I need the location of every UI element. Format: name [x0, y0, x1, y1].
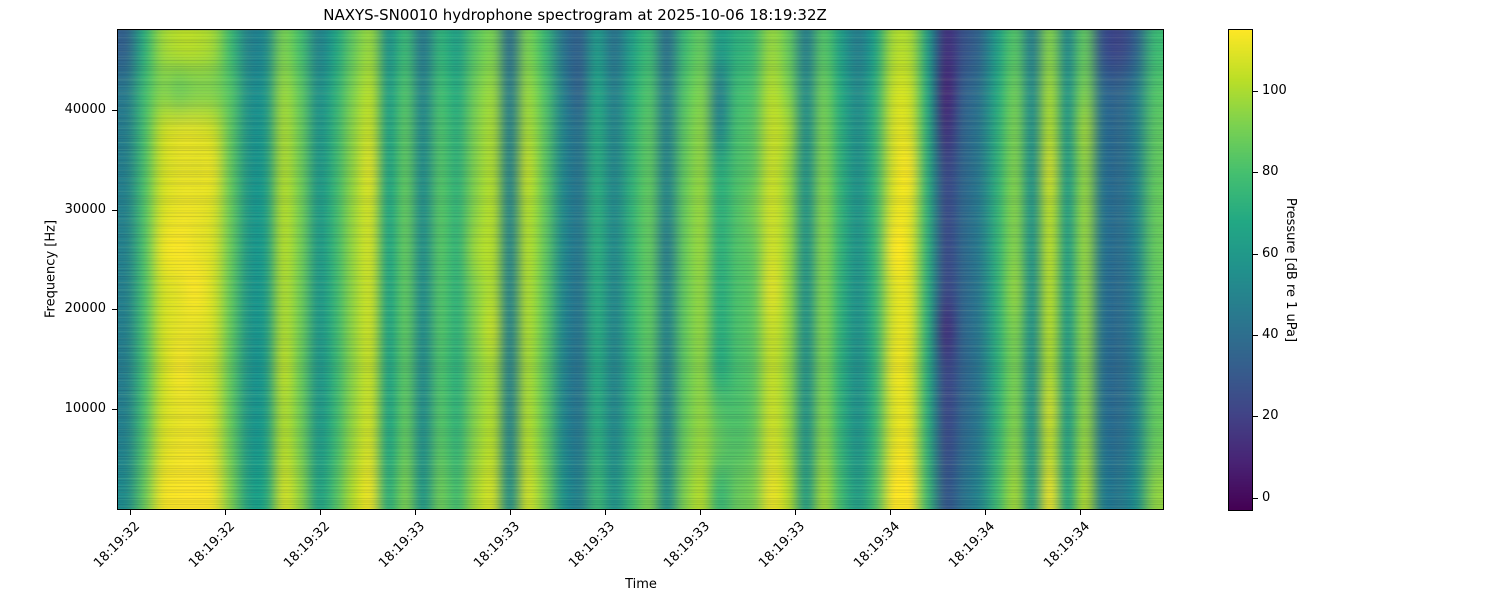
colorbar-tick-mark — [1253, 416, 1258, 417]
y-tick-mark — [112, 409, 117, 410]
x-axis-label: Time — [625, 577, 657, 592]
x-tick-mark — [890, 510, 891, 515]
x-tick-mark — [795, 510, 796, 515]
x-tick-mark — [605, 510, 606, 515]
colorbar-tick-label: 0 — [1262, 490, 1271, 505]
colorbar-tick-mark — [1253, 91, 1258, 92]
colorbar-tick-label: 40 — [1262, 327, 1279, 342]
x-tick-mark — [510, 510, 511, 515]
x-tick-label: 18:19:32 — [90, 519, 143, 571]
colorbar-tick-mark — [1253, 498, 1258, 499]
x-tick-mark — [985, 510, 986, 515]
x-tick-label: 18:19:32 — [280, 519, 333, 571]
y-tick-mark — [112, 309, 117, 310]
y-tick-label: 30000 — [64, 202, 106, 217]
x-tick-label: 18:19:34 — [850, 519, 903, 571]
colorbar-tick-mark — [1253, 335, 1258, 336]
colorbar — [1228, 29, 1253, 511]
x-tick-label: 18:19:33 — [470, 519, 523, 571]
plot-area — [117, 29, 1164, 510]
x-tick-label: 18:19:34 — [1040, 519, 1093, 571]
x-tick-mark — [225, 510, 226, 515]
x-tick-label: 18:19:33 — [660, 519, 713, 571]
chart-title: NAXYS-SN0010 hydrophone spectrogram at 2… — [323, 6, 827, 24]
colorbar-tick-label: 60 — [1262, 246, 1279, 261]
y-tick-label: 10000 — [64, 401, 106, 416]
x-tick-label: 18:19:34 — [945, 519, 998, 571]
y-tick-label: 40000 — [64, 102, 106, 117]
x-tick-label: 18:19:32 — [185, 519, 238, 571]
x-tick-label: 18:19:33 — [755, 519, 808, 571]
colorbar-tick-mark — [1253, 254, 1258, 255]
colorbar-label: Pressure [dB re 1 uPa] — [1283, 197, 1298, 343]
x-tick-mark — [700, 510, 701, 515]
colorbar-tick-label: 20 — [1262, 408, 1279, 423]
y-tick-mark — [112, 210, 117, 211]
y-tick-mark — [112, 110, 117, 111]
x-tick-mark — [415, 510, 416, 515]
colorbar-tick-label: 100 — [1262, 83, 1287, 98]
x-tick-mark — [130, 510, 131, 515]
colorbar-tick-mark — [1253, 172, 1258, 173]
y-tick-label: 20000 — [64, 301, 106, 316]
x-tick-label: 18:19:33 — [375, 519, 428, 571]
colorbar-gradient — [1229, 30, 1252, 510]
x-tick-mark — [1080, 510, 1081, 515]
colorbar-tick-label: 80 — [1262, 164, 1279, 179]
x-tick-mark — [320, 510, 321, 515]
spectrogram-heatmap — [118, 30, 1163, 509]
x-tick-label: 18:19:33 — [565, 519, 618, 571]
